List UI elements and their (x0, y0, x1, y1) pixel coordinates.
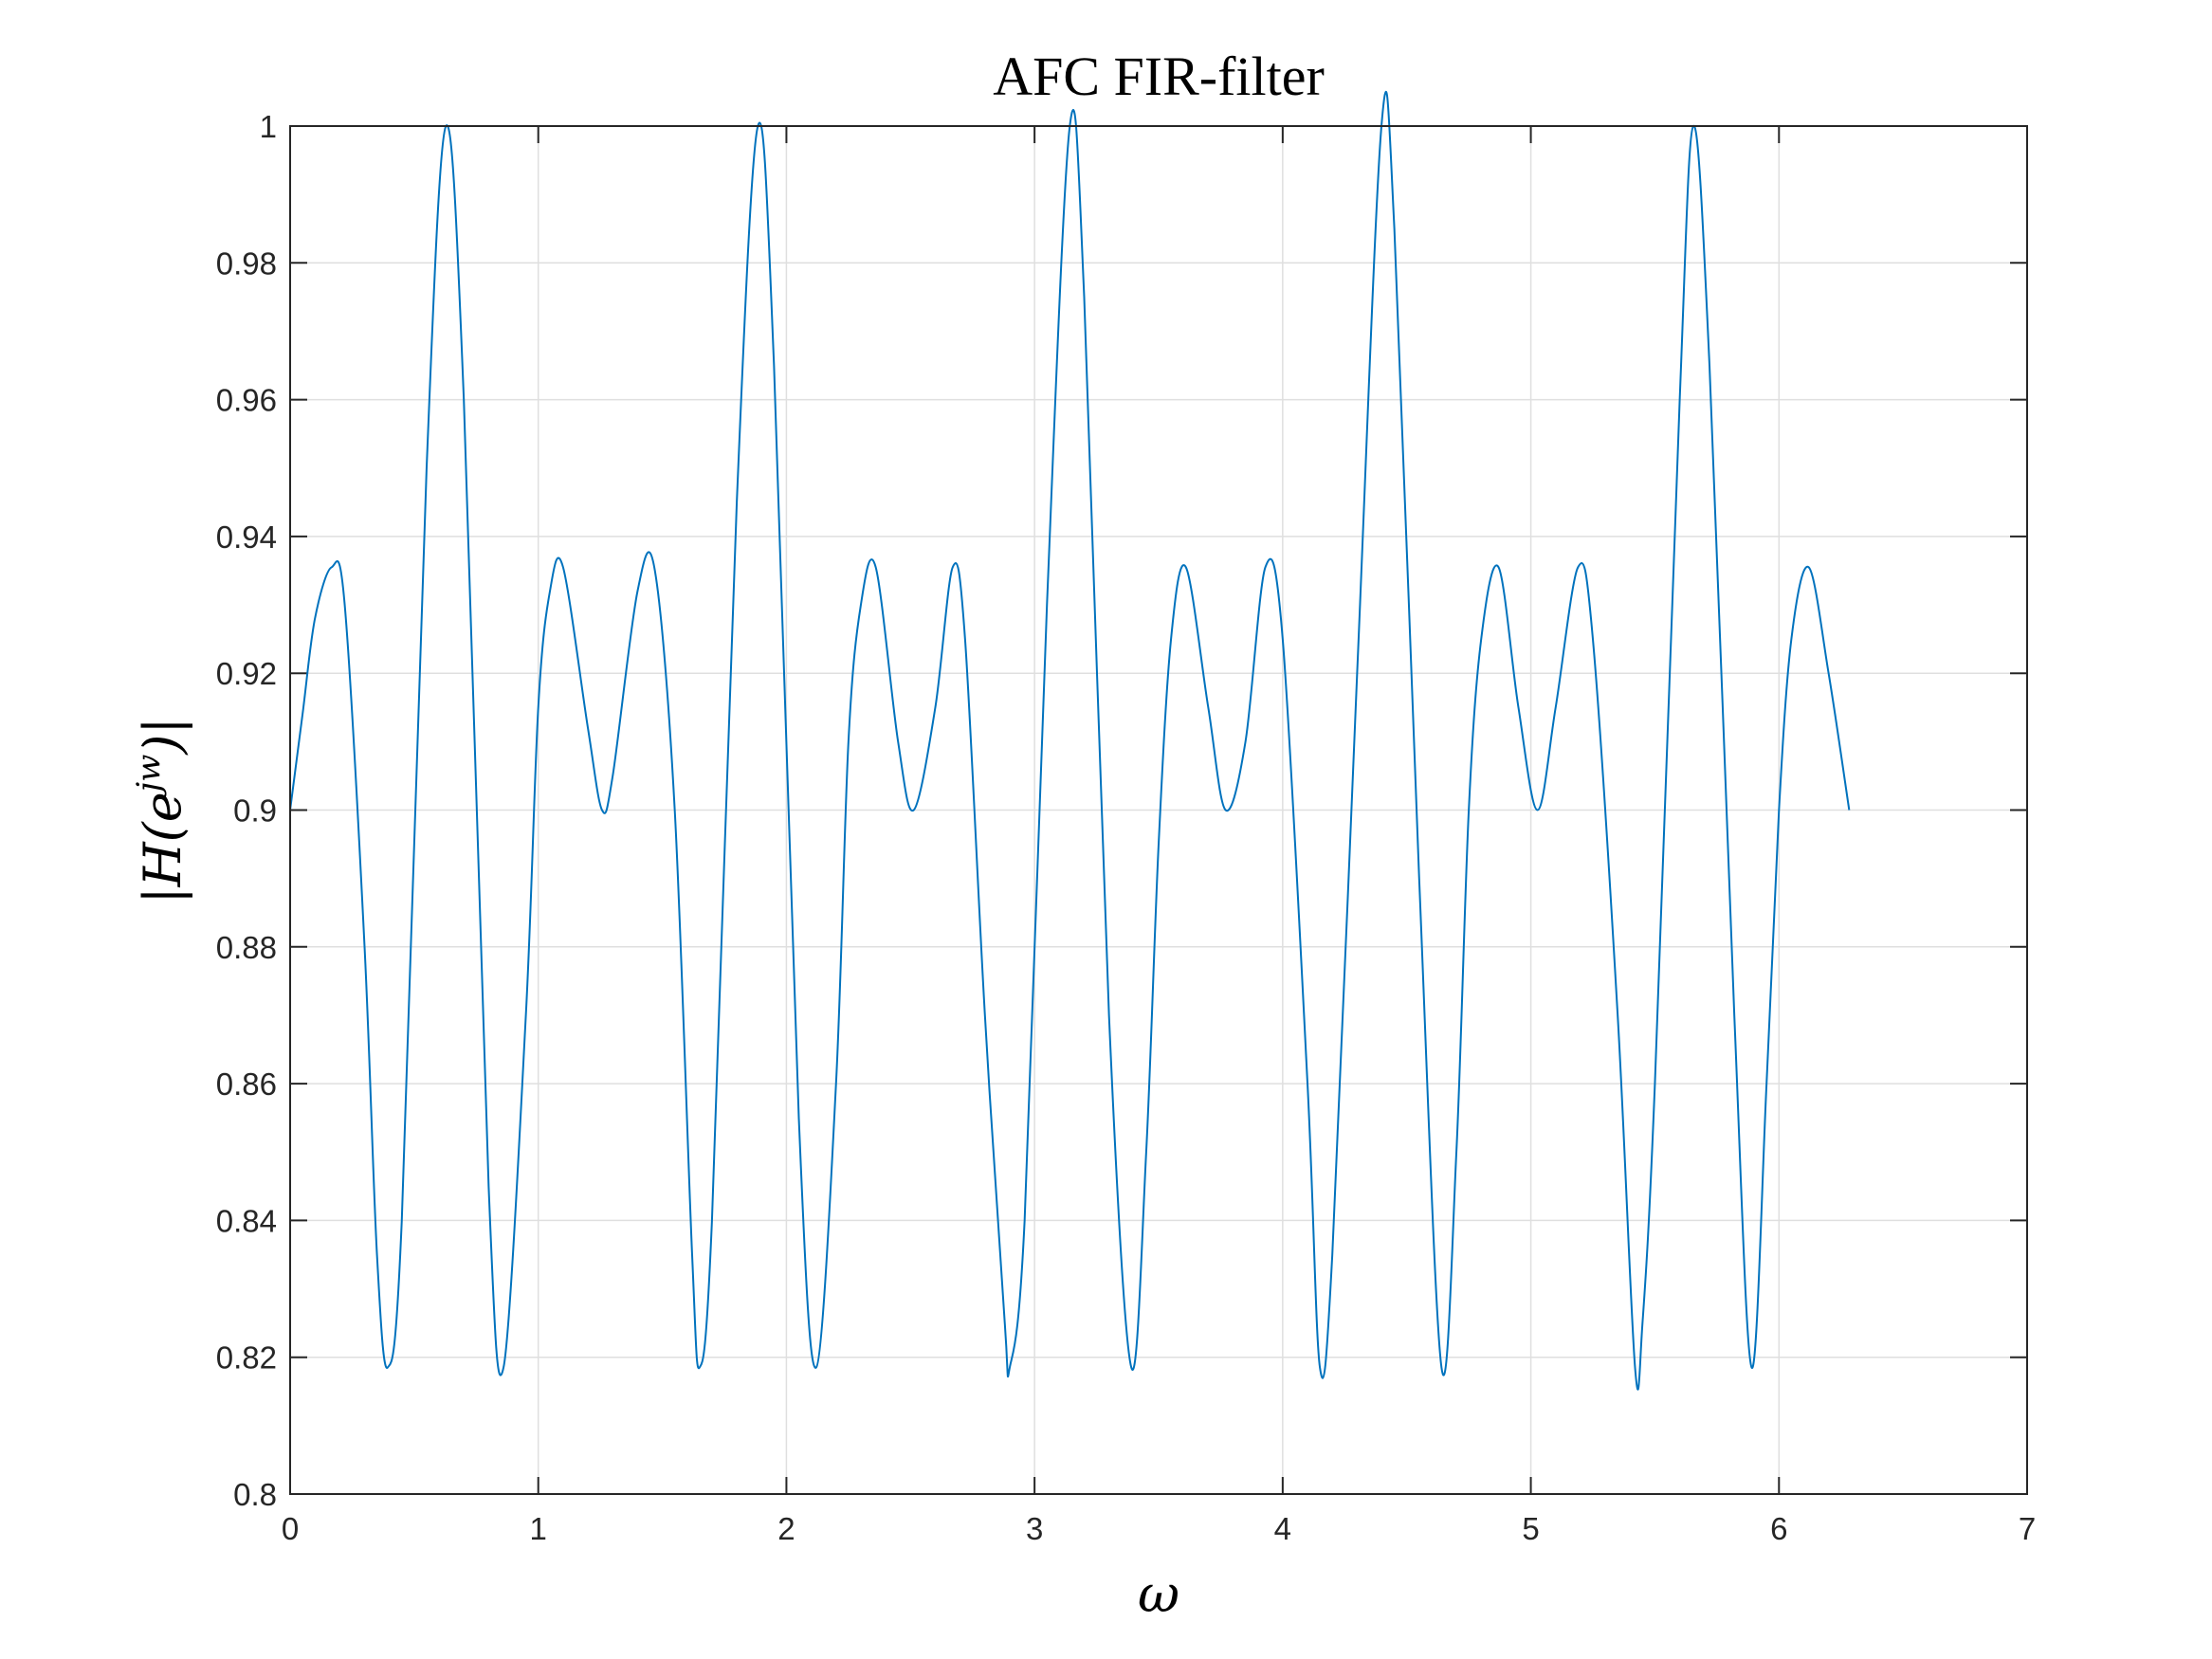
y-tick-label: 0.98 (216, 246, 277, 281)
x-tick-label: 3 (1026, 1511, 1043, 1546)
x-tick-label: 4 (1274, 1511, 1291, 1546)
x-tick-label: 2 (777, 1511, 795, 1546)
y-tick-label: 0.9 (233, 793, 277, 829)
y-tick-label: 0.94 (216, 520, 277, 555)
x-tick-label: 5 (1522, 1511, 1539, 1546)
x-axis-label: ω (1138, 1564, 1179, 1624)
y-axis-label: |H(ejw)| (130, 717, 192, 903)
y-tick-labels: 0.8 0.82 0.84 0.86 0.88 0.9 0.92 0.94 0.96 0.98 1 (216, 109, 277, 1512)
y-tick-label: 1 (260, 109, 277, 144)
y-tick-label: 0.88 (216, 930, 277, 965)
x-tick-label: 0 (282, 1511, 299, 1546)
chart-title: AFC FIR-filter (993, 46, 1325, 107)
x-tick-label: 7 (2019, 1511, 2036, 1546)
y-tick-label: 0.96 (216, 383, 277, 418)
y-axis-label-prefix: |H(e (133, 792, 192, 903)
y-tick-label: 0.86 (216, 1066, 277, 1102)
y-axis-label-superscript: jw (130, 755, 168, 799)
x-tick-label: 1 (530, 1511, 547, 1546)
axes-box (289, 125, 2028, 1495)
y-axis-label-suffix: )| (133, 717, 192, 755)
y-tick-label: 0.82 (216, 1340, 277, 1376)
x-tick-labels: 0 1 2 3 4 5 6 7 (282, 1511, 2036, 1546)
y-tick-label: 0.92 (216, 656, 277, 691)
x-tick-label: 6 (1770, 1511, 1787, 1546)
y-tick-label: 0.84 (216, 1203, 277, 1238)
y-tick-label: 0.8 (233, 1477, 277, 1512)
